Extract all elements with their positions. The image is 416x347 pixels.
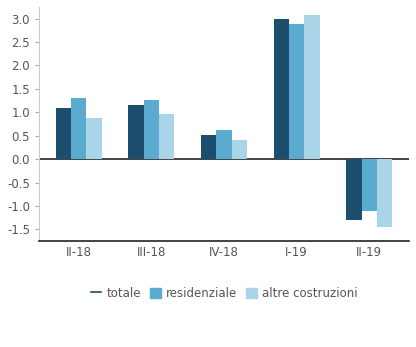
Bar	[377, 159, 392, 227]
Bar	[56, 108, 71, 159]
Bar	[144, 100, 159, 159]
Bar	[232, 141, 247, 159]
Bar	[362, 159, 377, 211]
Bar	[159, 114, 174, 159]
Bar	[289, 24, 305, 159]
Legend: totale, residenziale, altre costruzioni: totale, residenziale, altre costruzioni	[91, 287, 357, 300]
Bar	[216, 130, 232, 159]
Bar	[129, 105, 144, 159]
Bar	[86, 118, 102, 159]
Bar	[71, 98, 86, 159]
Bar	[274, 19, 289, 159]
Bar	[201, 135, 216, 159]
Bar	[347, 159, 362, 220]
Bar	[305, 15, 319, 159]
